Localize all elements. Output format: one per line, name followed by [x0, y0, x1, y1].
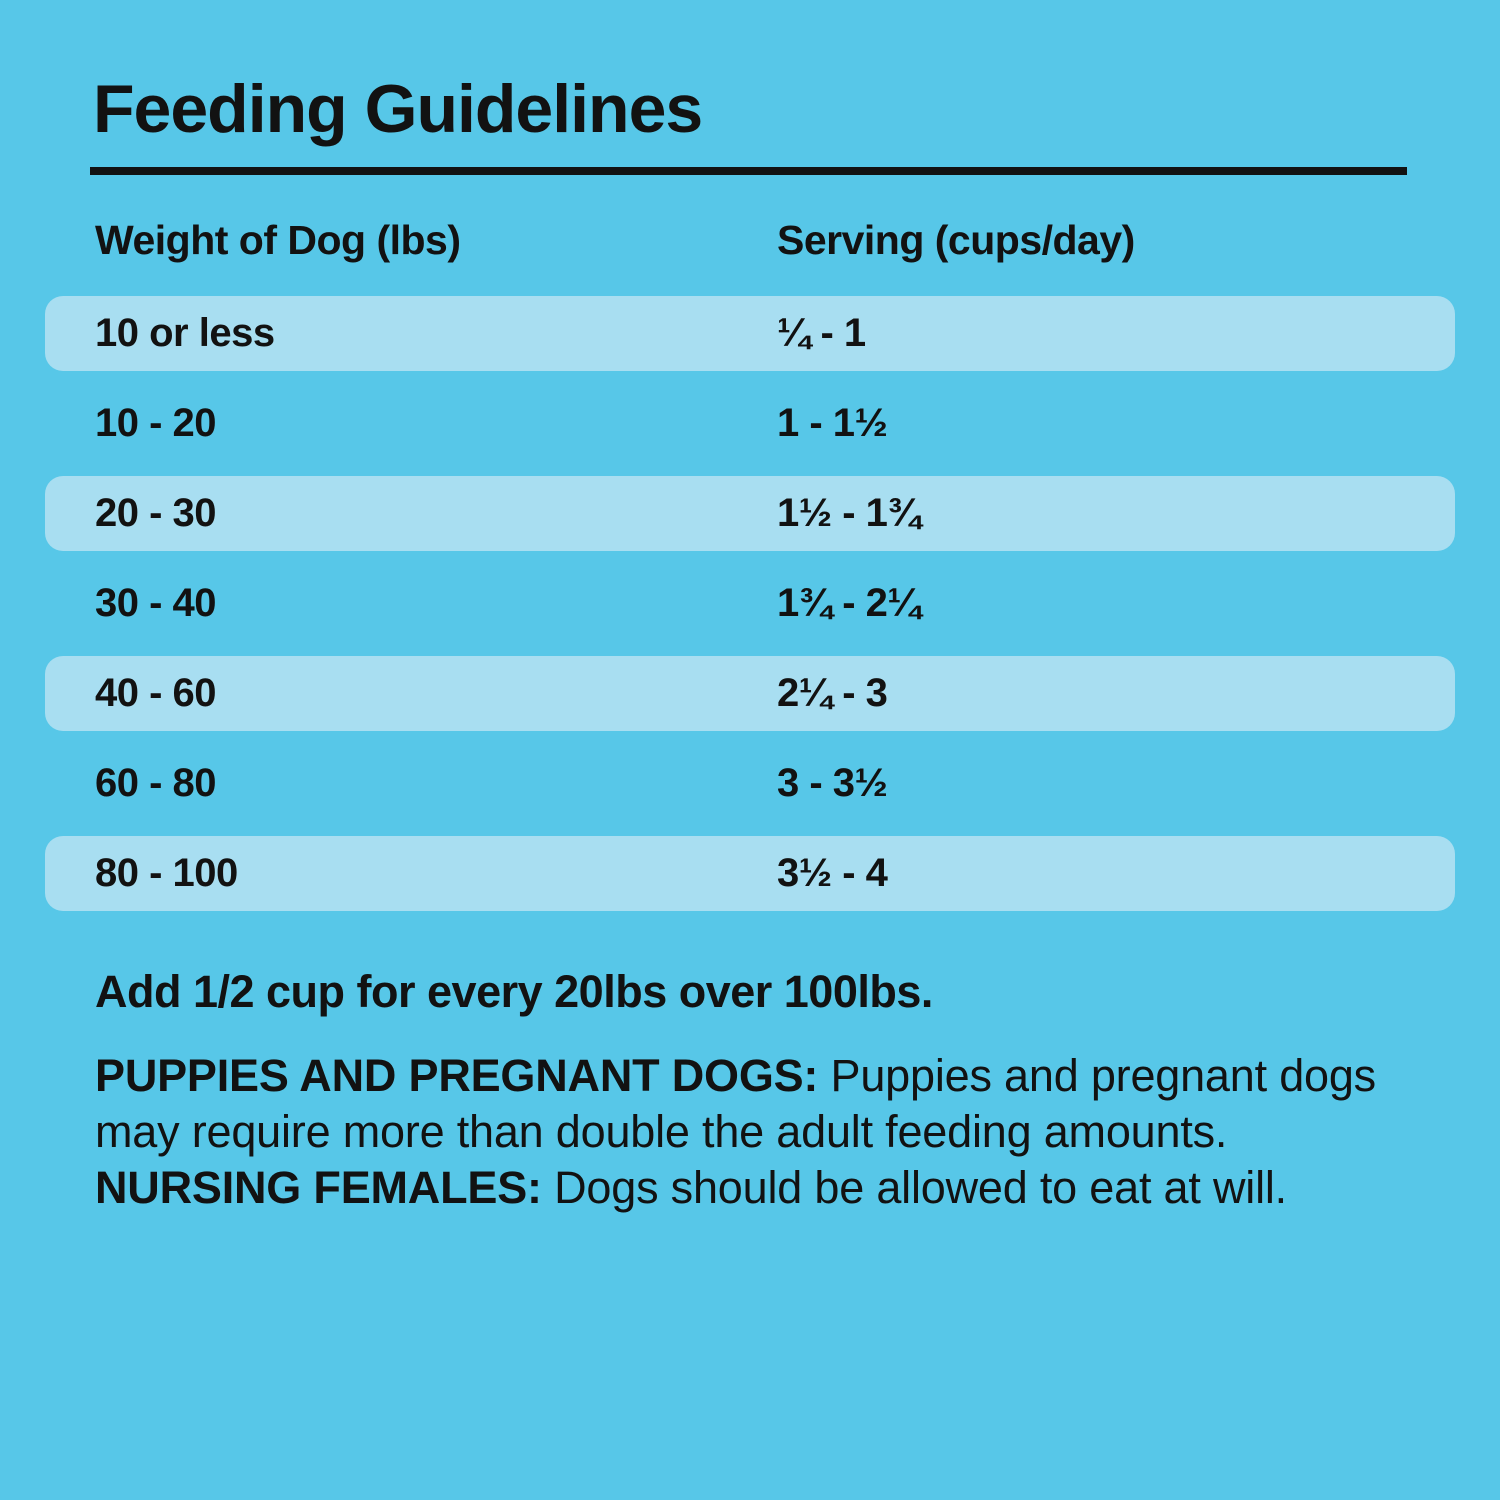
note-puppies-nursing: PUPPIES AND PREGNANT DOGS: Puppies and p… [95, 1048, 1425, 1216]
table-row: 60 - 80 3 - 3½ [45, 746, 1455, 821]
serving-cell: ¼ - 1 [777, 310, 866, 355]
puppies-text-1: Puppies and pregnant [818, 1049, 1268, 1101]
table-header-row: Weight of Dog (lbs) Serving (cups/day) [95, 217, 1500, 264]
weight-cell: 60 - 80 [95, 760, 217, 805]
puppies-text-3: amounts. [1043, 1105, 1228, 1157]
puppies-label: PUPPIES AND PREGNANT DOGS: [95, 1049, 819, 1101]
weight-cell: 30 - 40 [95, 580, 217, 625]
nursing-text-2: to eat at will. [1039, 1161, 1287, 1213]
serving-cell: 2¼ - 3 [777, 670, 888, 715]
weight-cell: 80 - 100 [95, 850, 238, 895]
table-row: 10 or less ¼ - 1 [45, 295, 1455, 371]
nursing-text-1: Dogs should be allowed [541, 1161, 1028, 1213]
table-row: 80 - 100 3½ - 4 [45, 835, 1455, 911]
column-header-weight: Weight of Dog (lbs) [95, 216, 461, 263]
puppies-text-2: dogs may require more than double the ad… [95, 1049, 1376, 1157]
serving-cell: 3½ - 4 [777, 850, 888, 895]
table-row: 20 - 30 1½ - 1¾ [45, 475, 1455, 551]
serving-cell: 1 - 1½ [777, 400, 888, 445]
page-title: Feeding Guidelines [93, 71, 703, 147]
feeding-table: 10 or less ¼ - 1 10 - 20 1 - 1½ 20 - 30 … [0, 295, 1500, 911]
weight-cell: 10 or less [95, 310, 275, 355]
note-over-100lbs: Add 1/2 cup for every 20lbs over 100lbs. [95, 965, 933, 1017]
serving-cell: 1¾ - 2¼ [777, 580, 921, 625]
table-row: 40 - 60 2¼ - 3 [45, 655, 1455, 731]
weight-cell: 20 - 30 [95, 490, 217, 535]
weight-cell: 40 - 60 [95, 670, 217, 715]
serving-cell: 3 - 3½ [777, 760, 888, 805]
weight-cell: 10 - 20 [95, 400, 217, 445]
column-header-serving: Serving (cups/day) [777, 216, 1135, 263]
serving-cell: 1½ - 1¾ [777, 490, 921, 535]
table-row: 30 - 40 1¾ - 2¼ [45, 566, 1455, 641]
nursing-label: NURSING FEMALES: [95, 1161, 542, 1213]
table-row: 10 - 20 1 - 1½ [45, 386, 1455, 461]
title-divider [90, 166, 1407, 175]
